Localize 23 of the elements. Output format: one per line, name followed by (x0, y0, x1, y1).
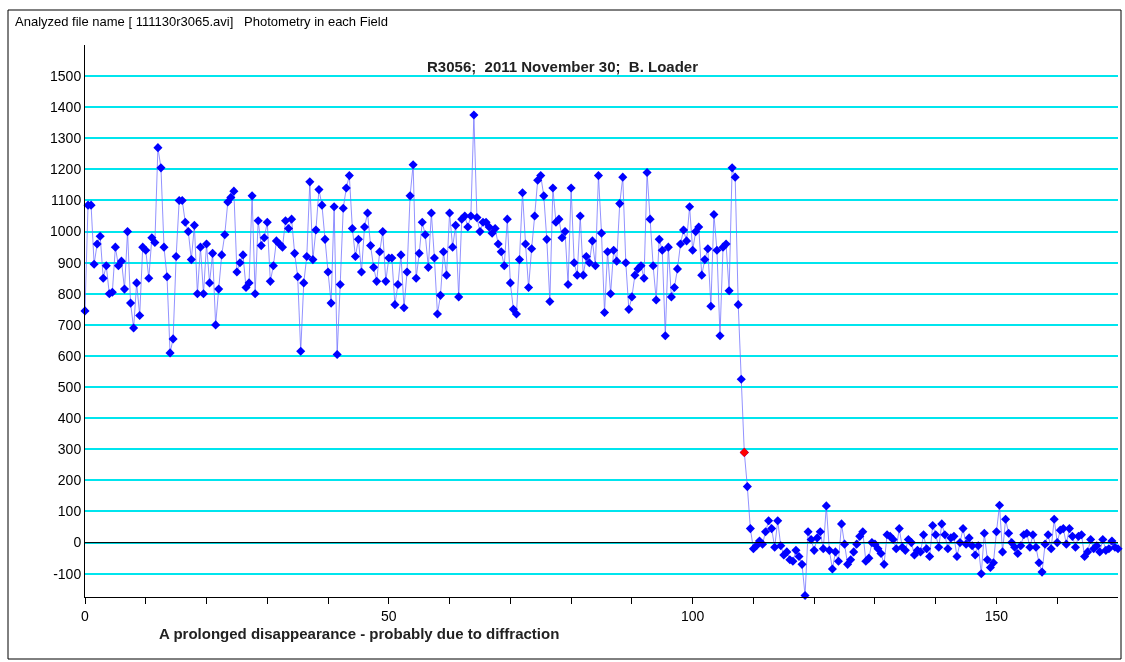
x-tick-label: 50 (381, 607, 397, 624)
y-tick-label: -100 (53, 565, 82, 582)
y-tick-label: 700 (57, 316, 82, 333)
y-tick-label: 1300 (50, 130, 82, 147)
y-tick-label: 0 (73, 534, 82, 551)
y-tick-label: 400 (57, 410, 82, 427)
y-tick-label: 1200 (50, 161, 82, 178)
x-tick-label: 100 (680, 607, 705, 624)
y-tick-label: 1000 (50, 223, 82, 240)
y-tick-label: 500 (57, 378, 82, 395)
y-tick-label: 600 (57, 347, 82, 364)
y-tick-label: 1100 (51, 192, 82, 209)
y-tick-label: 300 (57, 441, 82, 458)
y-tick-label: 1400 (50, 99, 82, 116)
text: Analyzed file name [ 111130r3065.avi] Photometry in each Field (15, 14, 388, 29)
y-tick-label: 900 (57, 254, 82, 271)
x-axis-title: A prolonged disappearance - probably due to diffraction (159, 625, 560, 642)
y-tick-label: 200 (57, 472, 82, 489)
text: R3056; 2011 November 30; B. Loader (427, 58, 699, 76)
y-tick-label: 1500 (50, 68, 82, 84)
x-tick-label: 150 (984, 607, 1009, 624)
y-tick-label: 800 (57, 285, 82, 302)
y-tick-label: 100 (57, 503, 82, 520)
